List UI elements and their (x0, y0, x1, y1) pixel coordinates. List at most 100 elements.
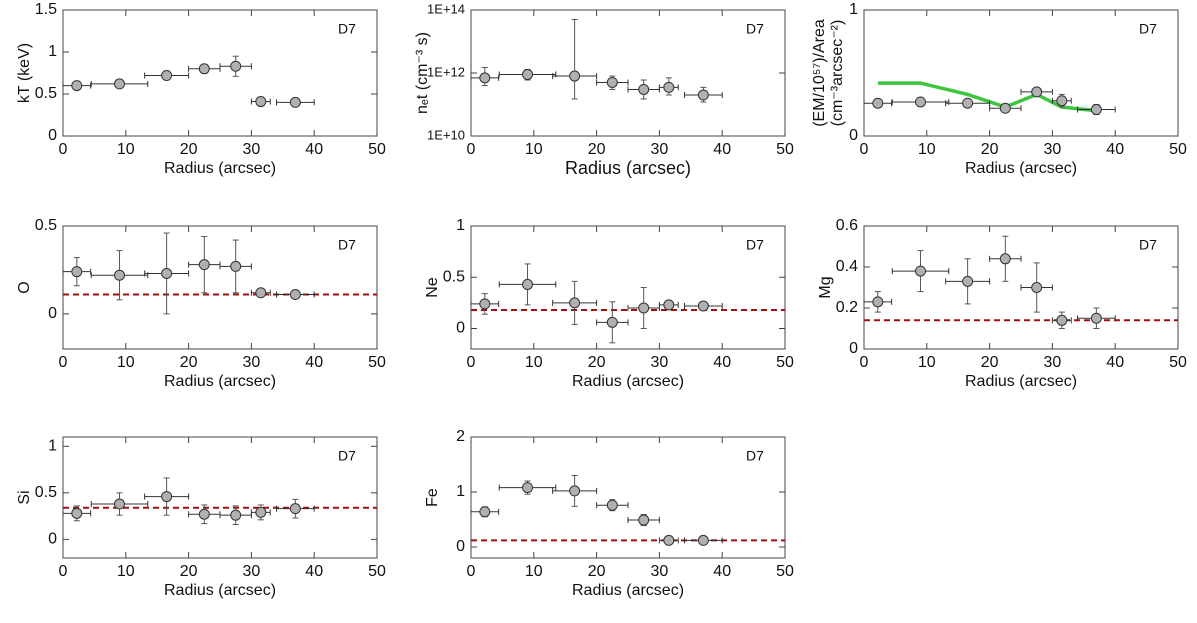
x-tick-label: 50 (368, 354, 386, 371)
data-point (161, 267, 173, 279)
annotation: D7 (746, 237, 764, 253)
y-tick-label: 0 (849, 127, 858, 144)
data-point (71, 80, 83, 92)
x-tick-label: 50 (368, 141, 386, 158)
x-axis-label: Radius (arcsec) (164, 582, 276, 599)
y-tick-label: 0.5 (35, 85, 57, 102)
y-tick-label: 1E+10 (427, 127, 465, 142)
x-tick-label: 40 (713, 563, 731, 580)
x-tick-label: 10 (525, 141, 543, 158)
data-point (161, 70, 173, 82)
x-tick-label: 40 (713, 141, 731, 158)
x-tick-label: 40 (305, 141, 323, 158)
data-point (697, 534, 709, 546)
data-point (289, 503, 301, 515)
plot-frame (470, 9, 786, 137)
x-axis-label: Radius (arcsec) (965, 373, 1077, 390)
x-axis-label: Radius (arcsec) (164, 373, 276, 390)
x-tick-label: 50 (368, 563, 386, 580)
x-tick-label: 10 (525, 354, 543, 371)
data-point (255, 506, 267, 518)
x-tick-label: 30 (1044, 141, 1062, 158)
y-tick-label: 2 (456, 428, 465, 445)
annotation: D7 (338, 21, 356, 37)
annotation: D7 (746, 21, 764, 37)
x-tick-label: 50 (776, 141, 794, 158)
data-point (255, 96, 267, 108)
data-point (663, 81, 675, 93)
data-point (522, 68, 534, 80)
y-tick-label: 0.2 (836, 299, 858, 316)
annotation: D7 (746, 448, 764, 464)
data-point (230, 260, 242, 272)
y-axis-label: O (16, 281, 33, 293)
x-tick-label: 20 (588, 354, 606, 371)
x-axis-label: Radius (arcsec) (572, 582, 684, 599)
data-point (479, 72, 491, 84)
x-axis-label: Radius (arcsec) (572, 373, 684, 390)
y-tick-label: 0.6 (836, 217, 858, 234)
y-tick-label: 1 (456, 217, 465, 234)
data-point (962, 275, 974, 287)
y-tick-label: 0 (48, 127, 57, 144)
data-point (114, 498, 126, 510)
annotation: D7 (338, 448, 356, 464)
x-tick-label: 0 (860, 354, 869, 371)
y-tick-label: 1 (849, 1, 858, 18)
x-tick-label: 10 (918, 141, 936, 158)
data-point (114, 78, 126, 90)
data-point (606, 499, 618, 511)
data-point (71, 507, 83, 519)
data-point (915, 265, 927, 277)
y-axis-label: (EM/10⁵⁷)/Area (811, 19, 828, 127)
y-axis-label: Si (16, 490, 33, 504)
x-tick-label: 30 (1044, 354, 1062, 371)
x-tick-label: 0 (467, 354, 476, 371)
data-point (1031, 86, 1043, 98)
data-point (1056, 314, 1068, 326)
data-point (479, 506, 491, 518)
x-tick-label: 10 (525, 563, 543, 580)
data-point (962, 97, 974, 109)
x-axis-label: Radius (arcsec) (965, 160, 1077, 177)
data-point (289, 289, 301, 301)
x-tick-label: 30 (243, 141, 261, 158)
data-point (999, 102, 1011, 114)
y-tick-label: 0 (48, 305, 57, 322)
y-tick-label: 0.5 (35, 217, 57, 234)
plot-frame (62, 9, 378, 137)
x-tick-label: 0 (860, 141, 869, 158)
y-tick-label: 0.4 (836, 258, 858, 275)
x-tick-label: 30 (243, 563, 261, 580)
data-point (289, 96, 301, 108)
data-point (697, 300, 709, 312)
x-tick-label: 50 (776, 354, 794, 371)
x-tick-label: 30 (651, 563, 669, 580)
data-point (71, 266, 83, 278)
x-tick-label: 40 (305, 563, 323, 580)
x-axis-label: Radius (arcsec) (565, 158, 691, 178)
data-point (230, 60, 242, 72)
data-point (479, 298, 491, 310)
x-tick-label: 10 (117, 563, 135, 580)
data-point (1090, 312, 1102, 324)
x-tick-label: 0 (59, 141, 68, 158)
y-tick-label: 0 (456, 320, 465, 337)
data-point (569, 485, 581, 497)
x-tick-label: 20 (180, 354, 198, 371)
x-tick-label: 50 (1169, 354, 1187, 371)
data-point (198, 508, 210, 520)
x-tick-label: 10 (117, 141, 135, 158)
plot-frame (470, 436, 786, 559)
x-tick-label: 0 (59, 354, 68, 371)
data-point (999, 253, 1011, 265)
data-point (522, 278, 534, 290)
y-tick-label: 1 (48, 438, 57, 455)
data-point (198, 63, 210, 75)
y-tick-label: 0 (48, 531, 57, 548)
data-point (638, 83, 650, 95)
y-axis-label: Ne (424, 277, 441, 298)
data-point (638, 302, 650, 314)
y-axis-label: (cm⁻³arcsec⁻²) (829, 20, 846, 127)
y-axis-label: Mg (817, 276, 834, 298)
